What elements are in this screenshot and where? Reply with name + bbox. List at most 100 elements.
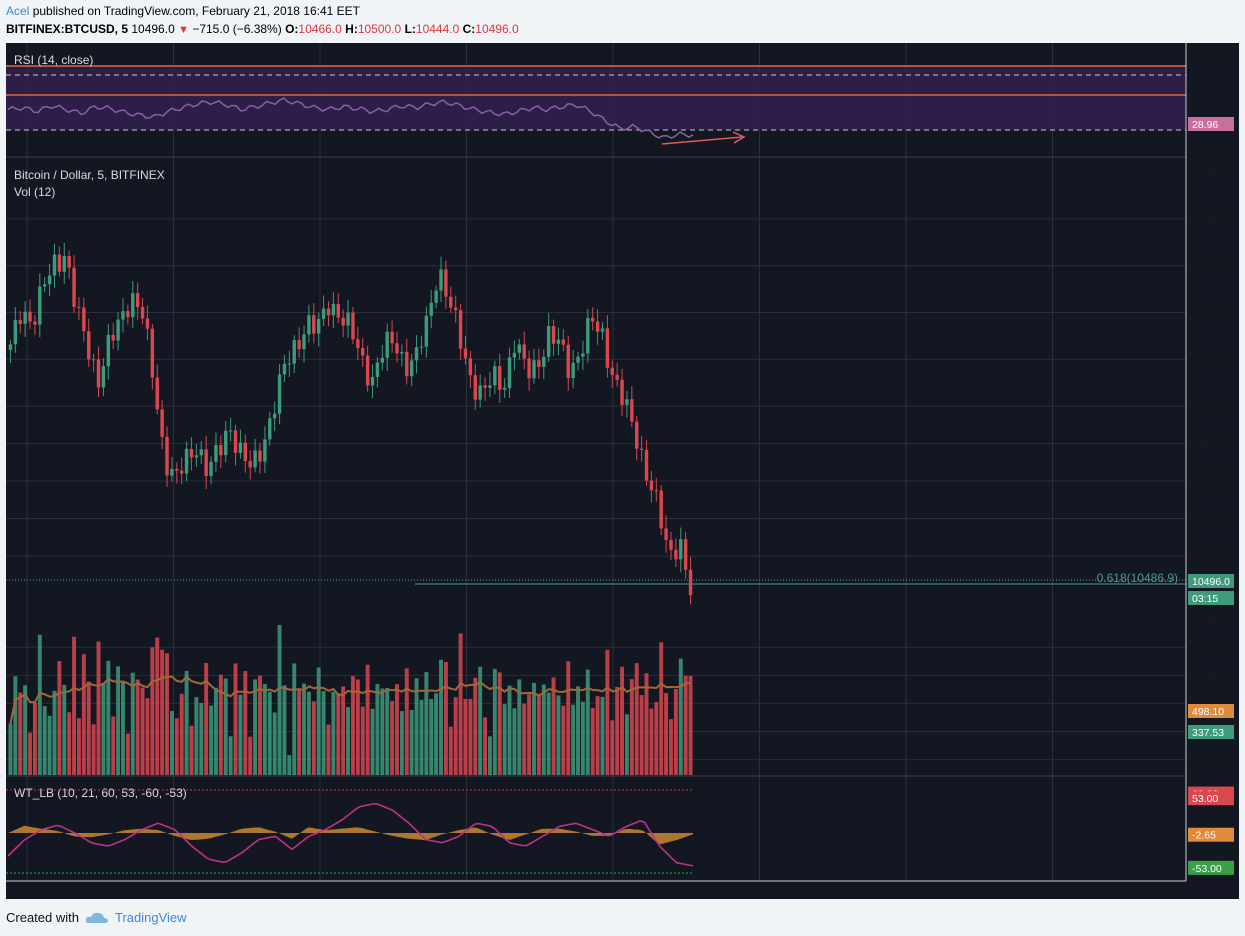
volume-bar (360, 706, 365, 775)
volume-bar (502, 704, 507, 775)
candle-up (199, 449, 203, 456)
volume-bar (669, 719, 673, 775)
volume-bar (375, 684, 380, 775)
candle-up (439, 269, 443, 291)
volume-bar (350, 676, 355, 775)
candle-down (145, 318, 150, 329)
volume-bar (28, 732, 32, 775)
volume-bar (610, 720, 615, 775)
volume-bar (659, 642, 664, 775)
volume-bar (688, 675, 693, 775)
volume-bar (277, 625, 282, 775)
volume-bar (532, 682, 536, 775)
volume-bar (497, 672, 502, 775)
candle-up (512, 352, 517, 358)
time-axis[interactable]: 03:00 06:00 09:00 12:00 15:00 18:00 21:00 22 (14, 886, 1059, 898)
candle-up (414, 347, 419, 361)
volume-bar (248, 736, 253, 775)
candle-down (155, 377, 159, 410)
candle-down (204, 449, 208, 476)
candle-up (586, 317, 590, 354)
author-link[interactable]: Acel (6, 4, 30, 18)
volume-bar (76, 718, 81, 775)
volume-bar (517, 679, 522, 775)
wt-badge-bg (1188, 827, 1234, 842)
volume-bar (556, 695, 561, 775)
candle-down (33, 321, 37, 325)
candle-up (307, 315, 311, 335)
candle-down (297, 340, 301, 350)
volume-bar (478, 666, 483, 775)
time-tick: 15:00 (600, 886, 626, 898)
volume-bar (223, 678, 228, 775)
candle-up (546, 326, 551, 357)
volume-bar (522, 703, 527, 775)
candle-down (537, 360, 541, 367)
candle-up (116, 319, 120, 341)
candle-up (38, 286, 42, 325)
candle-down (444, 269, 448, 297)
price-tick: 10900.0 (1194, 401, 1232, 413)
candle-down (405, 351, 409, 377)
candle-up (507, 357, 512, 388)
publish-line: Acel published on TradingView.com, Febru… (6, 4, 360, 18)
volume-bar (160, 649, 165, 775)
price-tick: 10444.0 (1194, 615, 1232, 627)
candle-down (248, 461, 252, 468)
volume-bar (571, 704, 576, 775)
volume-bar (130, 672, 135, 775)
volume-bar (37, 634, 42, 775)
candle-up (287, 363, 292, 365)
candle-up (502, 387, 507, 390)
candle-up (209, 461, 213, 476)
candle-down (683, 539, 688, 570)
candle-up (532, 360, 536, 379)
volume-bar (458, 633, 463, 775)
candle-down (595, 321, 600, 332)
candle-down (473, 375, 477, 400)
candle-down (175, 469, 179, 471)
candle-up (121, 311, 125, 320)
volume-bar (429, 699, 434, 775)
volume-bar (370, 708, 375, 775)
candle-up (194, 455, 199, 458)
volume-bar (395, 684, 399, 775)
volume-bar (67, 712, 72, 775)
last-price-badge-bg (1188, 574, 1234, 588)
price-tick: 11000.0 (1194, 354, 1231, 366)
wt-title: WT_LB (10, 21, 60, 53, -60, -53) (14, 786, 187, 800)
candle-down (365, 355, 370, 386)
volume-bar (121, 682, 125, 775)
candle-down (620, 379, 624, 405)
candle-up (52, 254, 57, 276)
candle-down (96, 359, 101, 388)
rsi-title: RSI (14, close) (14, 53, 93, 67)
down-arrow-icon: ▼ (178, 24, 189, 36)
volume-bar (590, 707, 595, 775)
candle-down (140, 306, 145, 319)
footer: Created with TradingView (6, 910, 187, 925)
candle-up (625, 399, 629, 405)
candle-down (483, 385, 487, 388)
wt-histogram (8, 825, 693, 845)
volume-bar (541, 684, 546, 775)
volume-bar (473, 677, 478, 775)
volume-bar (228, 736, 233, 775)
created-with-label: Created with (6, 910, 79, 925)
candle-down (458, 310, 463, 349)
volume-bar (683, 675, 688, 775)
candle-up (42, 284, 47, 287)
trend-arrow[interactable] (661, 136, 743, 145)
candle-up (131, 293, 135, 318)
volume-bar (507, 685, 512, 775)
candle-up (272, 413, 277, 419)
tradingview-link[interactable]: TradingView (114, 910, 187, 925)
volume-bar (292, 663, 297, 775)
volume-bar (355, 679, 360, 775)
volume-bar (72, 636, 77, 775)
volume-bar (439, 659, 443, 775)
volume-bar (204, 663, 209, 775)
last-price: 10496.0 (131, 22, 175, 36)
high-value: 10500.0 (357, 22, 402, 36)
